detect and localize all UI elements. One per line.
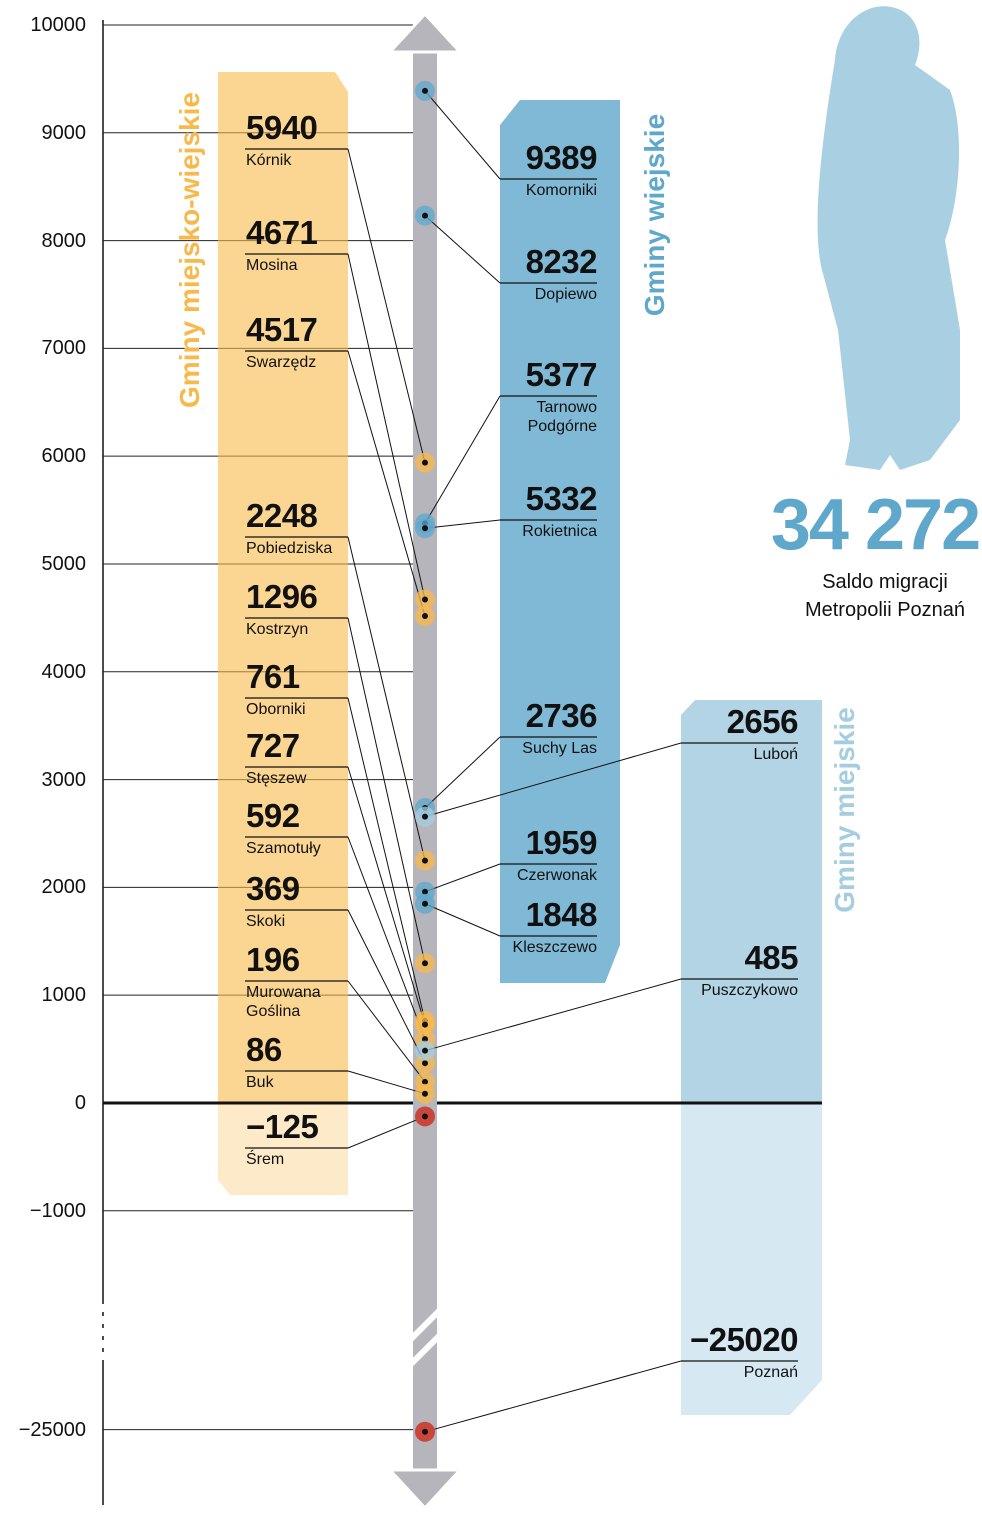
value-label: 485 bbox=[638, 938, 798, 978]
category-label: Buk bbox=[246, 1073, 341, 1092]
dot-center bbox=[422, 596, 428, 602]
category-label: Luboń bbox=[698, 745, 798, 764]
y-tick-label: 7000 bbox=[0, 336, 86, 360]
y-tick-label: 10000 bbox=[0, 13, 86, 37]
y-tick-label: 3000 bbox=[0, 768, 86, 792]
total-value: 34 272 bbox=[760, 480, 982, 570]
value-label: 727 bbox=[246, 726, 406, 766]
y-tick-label: 6000 bbox=[0, 444, 86, 468]
value-label: 5332 bbox=[437, 479, 597, 519]
value-label: −125 bbox=[246, 1107, 406, 1147]
category-label: Pobiedziska bbox=[246, 539, 341, 558]
value-label: 8232 bbox=[437, 242, 597, 282]
value-label: 1848 bbox=[437, 895, 597, 935]
dot-center bbox=[422, 814, 428, 820]
category-label: Kleszczewo bbox=[497, 938, 597, 957]
category-label: Szamotuły bbox=[246, 839, 341, 858]
infographic: 1000090008000700060005000400030002000100… bbox=[0, 0, 982, 1515]
category-label: Poznań bbox=[698, 1363, 798, 1382]
dot-center bbox=[422, 901, 428, 907]
connector bbox=[425, 1361, 681, 1432]
value-label: 761 bbox=[246, 657, 406, 697]
dot-center bbox=[422, 1022, 428, 1028]
arrow-head bbox=[390, 14, 460, 52]
legend-label: Gminy miejsko-wiejskie bbox=[172, 70, 208, 430]
category-label: Tarnowo Podgórne bbox=[497, 398, 597, 436]
dot-center bbox=[422, 613, 428, 619]
value-label: 2248 bbox=[246, 496, 406, 536]
value-label: 2656 bbox=[638, 702, 798, 742]
y-tick-label: −25000 bbox=[0, 1418, 86, 1442]
category-label: Stęszew bbox=[246, 769, 341, 788]
category-label: Kostrzyn bbox=[246, 620, 341, 639]
connector bbox=[425, 979, 681, 1051]
dot-center bbox=[422, 960, 428, 966]
category-label: Śrem bbox=[246, 1150, 341, 1169]
legend-label: Gminy miejskie bbox=[827, 690, 863, 930]
dot-center bbox=[422, 1048, 428, 1054]
dot-center bbox=[422, 858, 428, 864]
value-label: 4671 bbox=[246, 213, 406, 253]
category-label: Rokietnica bbox=[497, 522, 597, 541]
dot-center bbox=[422, 1113, 428, 1119]
category-label: Komorniki bbox=[497, 181, 597, 200]
y-tick-label: 5000 bbox=[0, 552, 86, 576]
value-label: 592 bbox=[246, 796, 406, 836]
y-tick-label: 2000 bbox=[0, 875, 86, 899]
category-label: Mosina bbox=[246, 256, 341, 275]
value-label: −25020 bbox=[638, 1320, 798, 1360]
dot-center bbox=[422, 1060, 428, 1066]
y-tick-label: −1000 bbox=[0, 1199, 86, 1223]
dot-center bbox=[422, 1091, 428, 1097]
value-label: 1296 bbox=[246, 577, 406, 617]
arrow-head bbox=[390, 1470, 460, 1508]
category-label: Murowana Goślina bbox=[246, 983, 341, 1021]
category-label: Puszczykowo bbox=[698, 981, 798, 1000]
category-label: Oborniki bbox=[246, 700, 341, 719]
total-caption: Saldo migracji Metropolii Poznań bbox=[785, 568, 982, 624]
value-label: 1959 bbox=[437, 823, 597, 863]
category-label: Dopiewo bbox=[497, 285, 597, 304]
legend-label: Gminy wiejskie bbox=[637, 95, 673, 335]
traveler-silhouette bbox=[818, 6, 960, 470]
value-label: 4517 bbox=[246, 310, 406, 350]
y-tick-label: 1000 bbox=[0, 983, 86, 1007]
y-tick-label: 9000 bbox=[0, 121, 86, 145]
value-label: 196 bbox=[246, 940, 406, 980]
value-label: 369 bbox=[246, 869, 406, 909]
category-label: Skoki bbox=[246, 912, 341, 931]
category-label: Swarzędz bbox=[246, 353, 341, 372]
dot-center bbox=[422, 1429, 428, 1435]
scale-bar bbox=[413, 40, 437, 1485]
value-label: 5940 bbox=[246, 108, 406, 148]
y-tick-label: 4000 bbox=[0, 660, 86, 684]
y-tick-label: 8000 bbox=[0, 229, 86, 253]
value-label: 9389 bbox=[437, 138, 597, 178]
category-label: Kórnik bbox=[246, 151, 341, 170]
dot-center bbox=[422, 88, 428, 94]
dot-center bbox=[422, 460, 428, 466]
value-label: 2736 bbox=[437, 696, 597, 736]
value-label: 5377 bbox=[437, 355, 597, 395]
dot-center bbox=[422, 525, 428, 531]
dot-center bbox=[422, 213, 428, 219]
value-label: 86 bbox=[246, 1030, 406, 1070]
y-tick-label: 0 bbox=[0, 1091, 86, 1115]
category-label: Suchy Las bbox=[497, 739, 597, 758]
category-label: Czerwonak bbox=[497, 866, 597, 885]
